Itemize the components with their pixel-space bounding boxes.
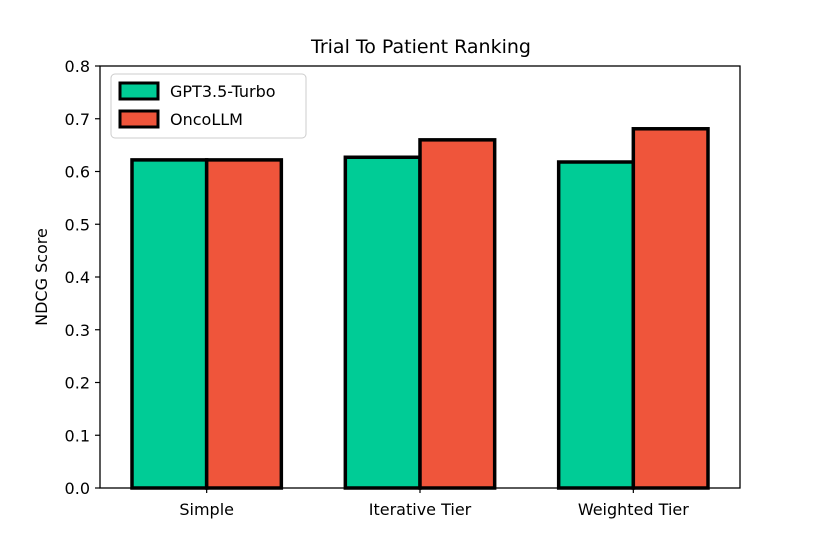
plot-frame [99,65,741,489]
y-tick-label: 0.3 [65,321,90,340]
bar-gpt3-5-turbo-2 [556,160,636,490]
legend-swatch [118,109,160,129]
y-tick-label: 0.8 [65,57,90,76]
bar-oncollm-2 [631,127,710,490]
chart-title: Trial To Patient Ranking [310,36,531,58]
bar-oncollm-0 [204,158,284,490]
y-tick-label: 0.4 [65,268,90,287]
y-tick-label: 0.2 [65,374,90,393]
y-tick-label: 0.7 [65,110,90,129]
legend: GPT3.5-Turbo OncoLLM [110,73,307,139]
bar-gpt3-5-turbo-0 [130,158,209,490]
y-tick-label: 0.1 [65,426,90,445]
legend-label: GPT3.5-Turbo [170,82,276,101]
legend-label: OncoLLM [170,110,243,129]
bar-oncollm-1 [418,138,497,490]
y-tick-label: 0.6 [65,163,90,182]
x-tick-label: Weighted Tier [578,500,689,519]
x-tick-label: Iterative Tier [369,500,472,519]
y-tick-label: 0.5 [65,215,90,234]
legend-box [110,73,307,139]
bars-group [130,127,710,490]
bar-gpt3-5-turbo-1 [343,155,422,490]
x-tick-label: Simple [179,500,234,519]
x-axis-ticks: Simple Iterative Tier Weighted Tier [179,488,689,519]
y-axis-title: NDCG Score [32,228,51,326]
legend-swatch [118,81,160,101]
y-tick-label: 0.0 [65,479,90,498]
y-axis-ticks: 0.0 0.1 0.2 0.3 0.4 0.5 0.6 0.7 0.8 [65,57,100,498]
